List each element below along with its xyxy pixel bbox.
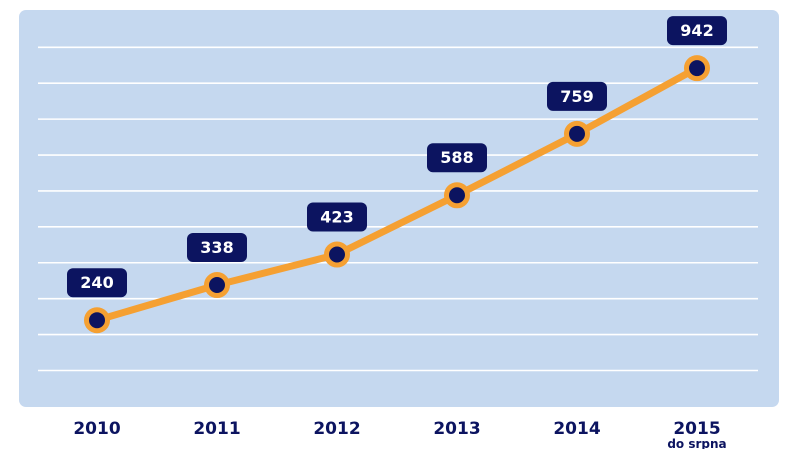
data-label-box — [547, 81, 607, 111]
data-labels: 240 338 423 588 759 942 — [67, 16, 727, 298]
x-tick-sublabel: do srpna — [667, 437, 726, 449]
series-line — [93, 64, 701, 324]
data-label-2013: 588 — [427, 143, 487, 173]
x-tick-label-2010: 2010 — [73, 419, 120, 439]
x-tick-label-2012: 2012 — [313, 419, 360, 439]
data-label-value: 338 — [200, 238, 233, 257]
data-label-2015: 942 — [667, 16, 727, 46]
series-line-layer — [93, 64, 701, 324]
x-tick-label-2013: 2013 — [433, 419, 480, 439]
data-label-box — [667, 16, 727, 46]
data-label-box — [427, 143, 487, 173]
data-label-2014: 759 — [547, 81, 607, 111]
data-point-2012 — [324, 241, 350, 268]
data-label-box — [307, 202, 367, 232]
data-label-2012: 423 — [307, 202, 367, 232]
data-label-2010: 240 — [67, 268, 127, 298]
data-point-2011 — [204, 272, 230, 299]
data-point-2015 — [684, 55, 710, 82]
data-label-box — [187, 233, 247, 263]
data-label-value: 240 — [80, 273, 113, 292]
data-label-2011: 338 — [187, 233, 247, 263]
x-tick-label-2014: 2014 — [553, 419, 600, 439]
data-point-2010 — [84, 307, 110, 334]
data-point-2013 — [444, 182, 470, 209]
plot-background — [19, 10, 779, 407]
data-label-value: 759 — [560, 87, 593, 106]
data-point-2014 — [564, 120, 590, 147]
data-label-value: 588 — [440, 148, 473, 167]
x-tick-label-2011: 2011 — [193, 419, 240, 439]
data-label-value: 942 — [680, 21, 713, 40]
data-points — [84, 55, 710, 334]
data-label-box — [67, 268, 127, 298]
data-label-value: 423 — [320, 208, 353, 227]
x-tick-label-2015: 2015 — [673, 419, 720, 439]
